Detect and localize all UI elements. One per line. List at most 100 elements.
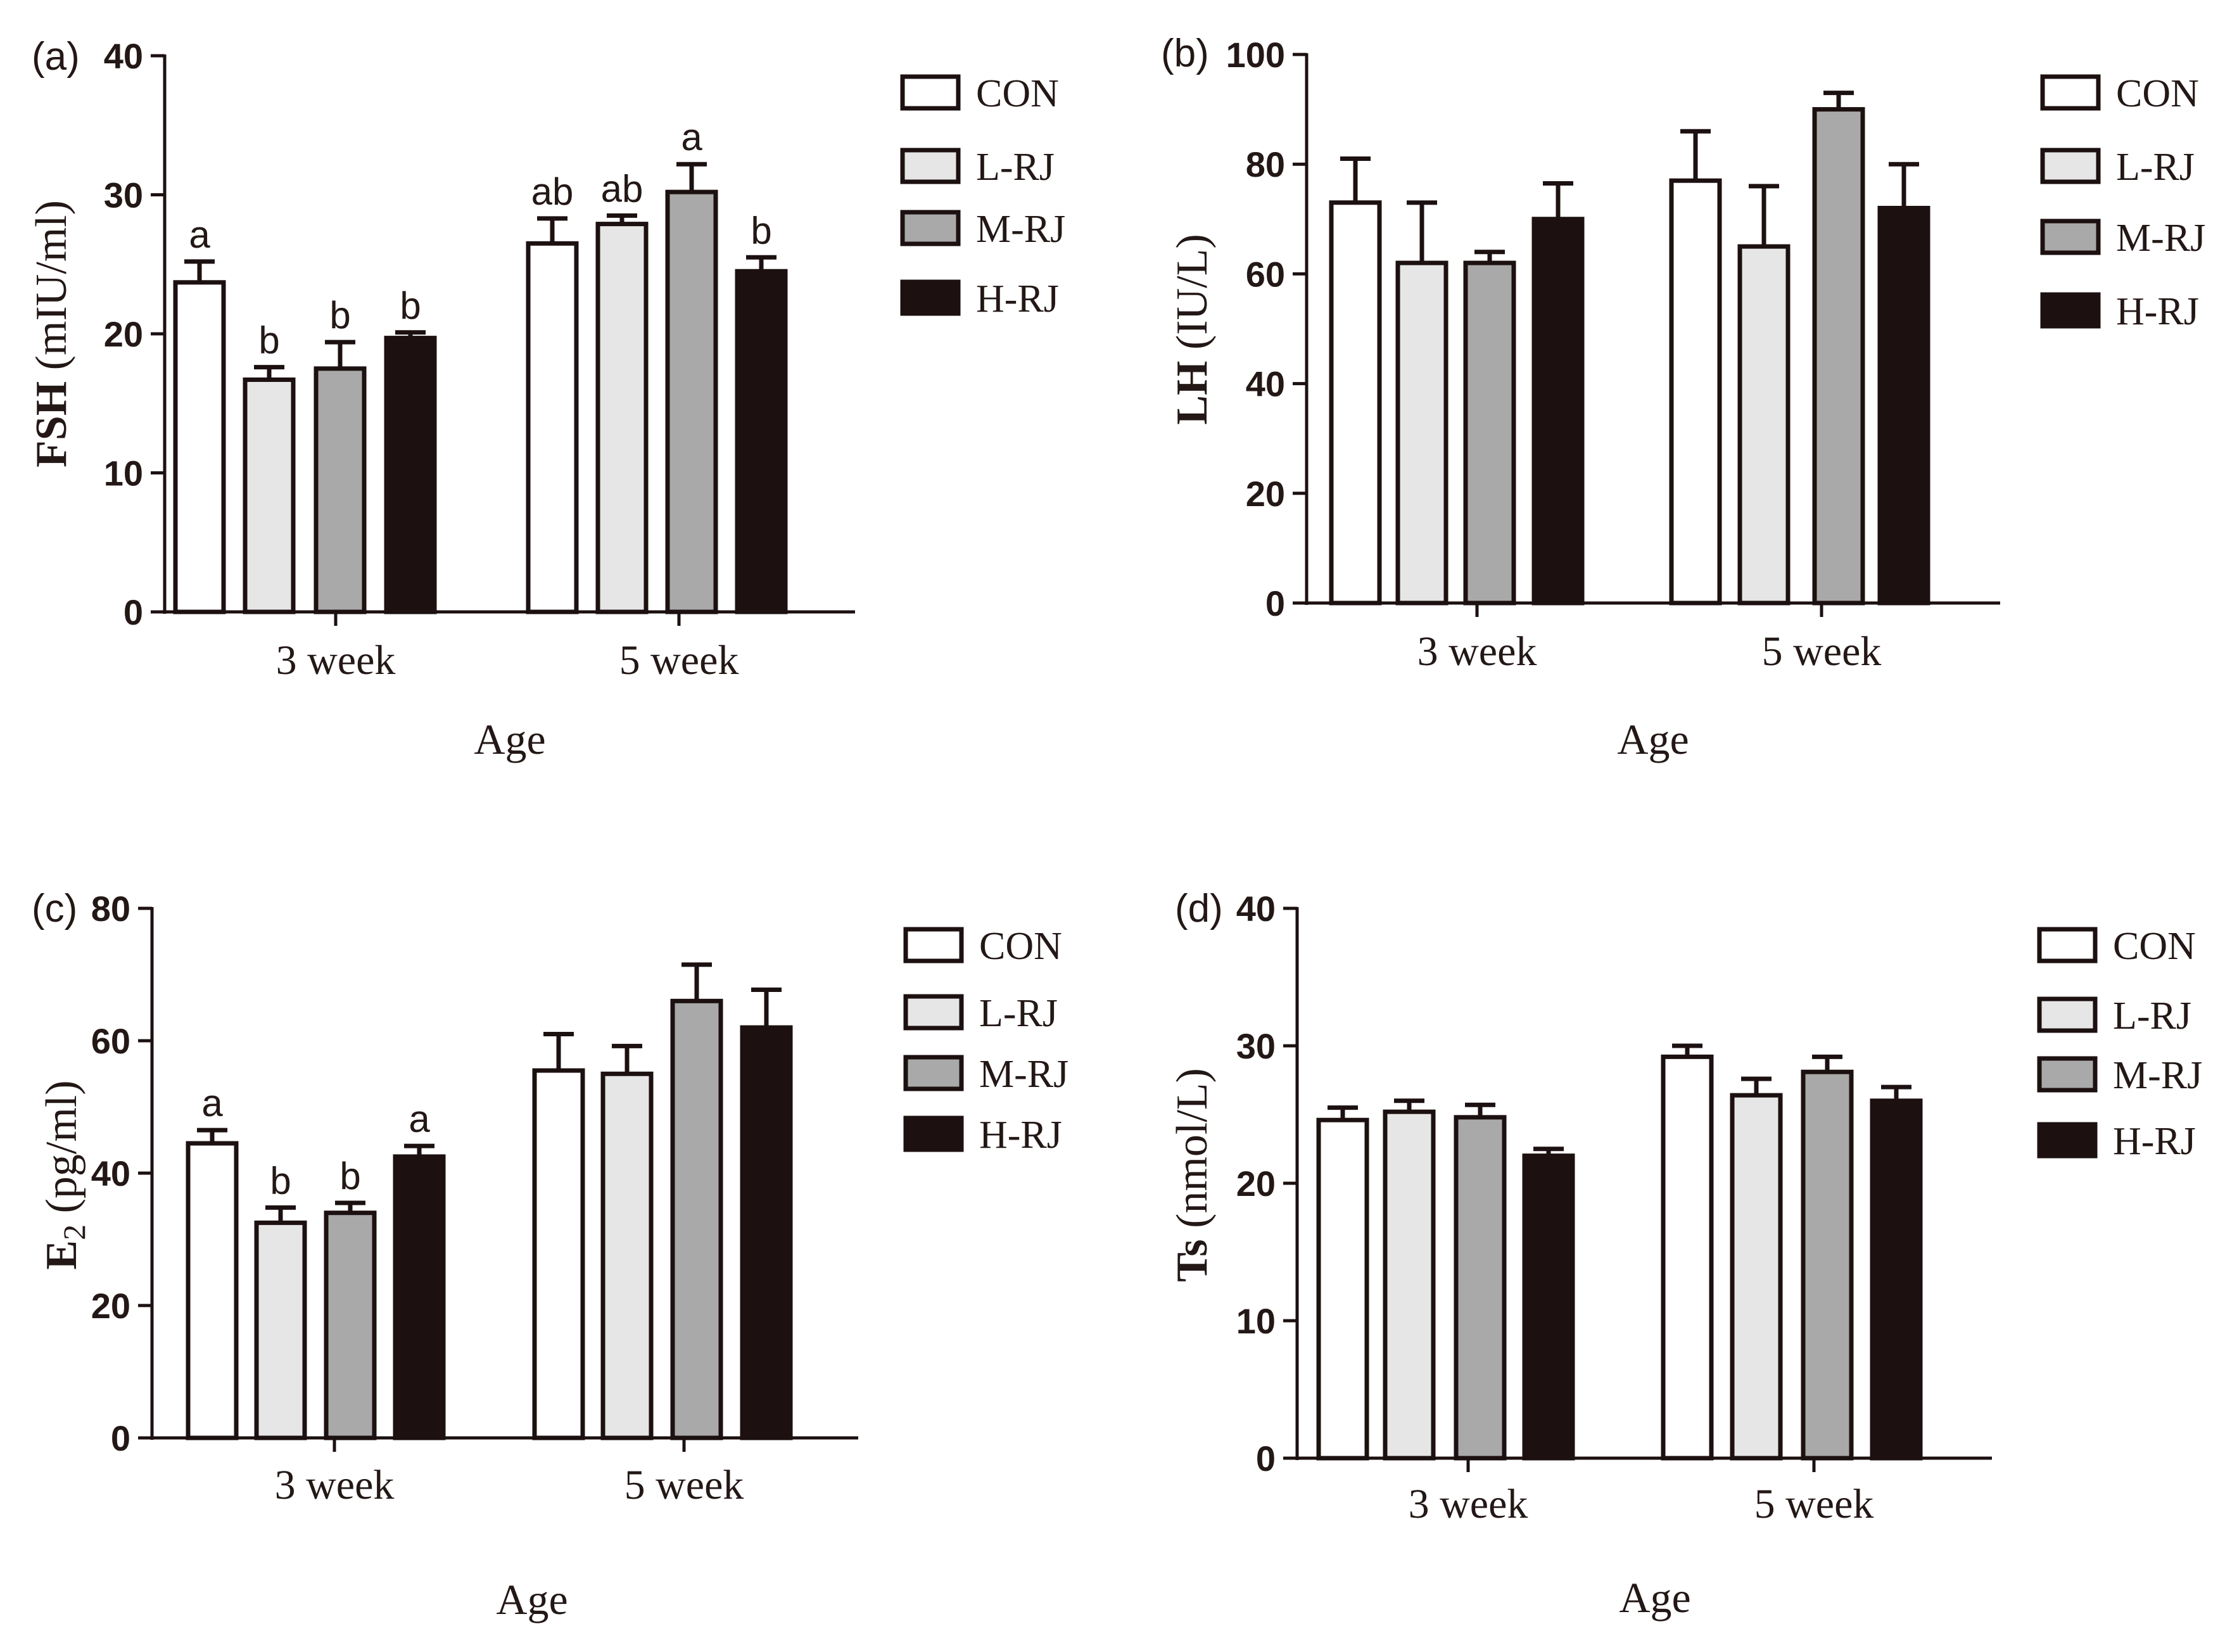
panel-label: (c)	[32, 887, 77, 931]
y-axis-title-unit: (mIU/ml)	[27, 200, 76, 381]
legend-swatch-m-rj	[900, 210, 961, 246]
bar-l-rj-5wk	[1730, 1093, 1783, 1461]
bar-m-rj-3wk	[324, 1210, 377, 1440]
y-axis-title-main: E	[37, 1240, 86, 1270]
x-category-label: 5 week	[1754, 1481, 1874, 1527]
bar-h-rj-3wk	[393, 1154, 446, 1440]
y-tick-label: 20	[104, 314, 143, 354]
legend-label: CON	[979, 925, 1062, 968]
legend-swatch-l-rj	[903, 994, 964, 1031]
legend-swatch-l-rj	[900, 148, 961, 184]
legend-label: L-RJ	[2113, 994, 2191, 1038]
bar-m-rj-5wk	[1812, 107, 1865, 606]
bar-con-3wk	[186, 1141, 239, 1440]
legend-swatch-h-rj	[903, 1115, 964, 1152]
bar-l-rj-3wk	[1395, 260, 1448, 606]
bar-l-rj-3wk	[243, 377, 296, 614]
legend: CON L-RJ M-RJ H-RJ	[2037, 925, 2202, 1163]
legend-label: M-RJ	[2116, 217, 2205, 260]
bar-con-3wk	[1316, 1117, 1369, 1461]
significance-letter: b	[329, 294, 350, 336]
x-category-label: 3 week	[275, 1462, 395, 1508]
bar-m-rj-3wk	[1454, 1115, 1507, 1461]
bar-con-3wk	[173, 280, 226, 614]
legend-swatch-con	[2037, 927, 2098, 963]
bar-h-rj-3wk	[1522, 1153, 1575, 1461]
y-tick-label: 40	[91, 1153, 130, 1193]
bar-h-rj-5wk	[735, 269, 788, 614]
legend-swatch-h-rj	[2040, 292, 2101, 329]
legend-label: H-RJ	[979, 1114, 1062, 1157]
significance-letter: a	[201, 1082, 223, 1124]
legend-label: CON	[976, 72, 1059, 115]
x-category-label: 5 week	[624, 1462, 744, 1508]
x-axis-title: Age	[1619, 1573, 1690, 1622]
legend-swatch-con	[2040, 74, 2101, 111]
legend-label: L-RJ	[2116, 146, 2195, 189]
bar-m-rj-5wk	[665, 189, 718, 614]
legend-label: CON	[2116, 72, 2199, 115]
significance-letter: b	[270, 1159, 291, 1202]
y-axis-title: Ts (nmol/L)	[1168, 1068, 1217, 1282]
significance-letter: b	[339, 1155, 360, 1197]
y-tick-label: 0	[1256, 1439, 1276, 1478]
y-axis-title-unit: (IU/L)	[1168, 234, 1217, 360]
bar-m-rj-3wk	[314, 366, 367, 614]
y-tick-label: 30	[104, 175, 143, 215]
significance-letter: b	[258, 319, 279, 362]
y-axis-title-unit: (pg/ml)	[37, 1080, 86, 1224]
legend: CON L-RJ M-RJ H-RJ	[2040, 72, 2205, 333]
y-axis-title-main: FSH	[27, 381, 76, 467]
bar-m-rj-3wk	[1463, 260, 1516, 606]
y-tick-label: 40	[1246, 364, 1285, 404]
bar-h-rj-5wk	[1870, 1098, 1923, 1461]
significance-letter: ab	[531, 170, 574, 213]
legend-swatch-m-rj	[903, 1055, 964, 1091]
legend-label: L-RJ	[976, 146, 1055, 189]
significance-letter: b	[400, 284, 421, 327]
y-tick-label: 20	[91, 1286, 130, 1326]
significance-letter: a	[409, 1098, 430, 1140]
x-axis-title: Age	[1617, 715, 1689, 763]
bar-m-rj-5wk	[670, 998, 723, 1440]
y-axis-title: LH (IU/L)	[1168, 234, 1217, 424]
legend-swatch-m-rj	[2040, 219, 2101, 255]
y-tick-label: 30	[1236, 1026, 1276, 1066]
legend-label: H-RJ	[976, 277, 1059, 321]
y-tick-label: 20	[1246, 474, 1285, 514]
legend-label: H-RJ	[2116, 290, 2199, 333]
y-tick-label: 60	[1246, 254, 1285, 294]
bar-h-rj-3wk	[384, 336, 437, 614]
legend-swatch-l-rj	[2037, 996, 2098, 1033]
legend: CON L-RJ M-RJ H-RJ	[903, 925, 1068, 1157]
bar-l-rj-5wk	[600, 1071, 654, 1440]
chart-panel-b: (b) 0 20 40 60 80 100 3 week 5 week Age LH (IU/L) C…	[1161, 32, 2205, 763]
y-axis-title: FSH (mIU/ml)	[27, 200, 76, 467]
panel-label: (d)	[1175, 887, 1223, 931]
chart-panel-a: (a) 0 10 20 30 40 3 week 5 week Age FSH (mIU/ml) a…	[27, 35, 1065, 763]
legend-swatch-con	[903, 927, 964, 963]
bar-con-5wk	[532, 1068, 585, 1440]
significance-letter: ab	[601, 167, 643, 210]
y-tick-label: 40	[1236, 889, 1276, 929]
legend-label: CON	[2113, 925, 2196, 968]
chart-panel-c: (c) 0 20 40 60 80 3 week 5 week Age E2 (pg/ml) a b b…	[32, 887, 1068, 1623]
x-axis-title: Age	[496, 1575, 567, 1623]
y-axis-title-subscript: 2	[56, 1224, 92, 1240]
x-category-label: 5 week	[1762, 628, 1882, 675]
y-axis-title-main: Ts	[1168, 1239, 1217, 1282]
panel-label: (a)	[32, 35, 80, 79]
panel-label: (b)	[1161, 32, 1209, 75]
y-tick-label: 100	[1226, 35, 1285, 75]
x-category-label: 3 week	[276, 637, 396, 683]
y-tick-label: 40	[104, 36, 143, 76]
bar-l-rj-3wk	[254, 1220, 307, 1440]
legend-label: L-RJ	[979, 992, 1058, 1035]
x-category-label: 3 week	[1417, 628, 1537, 675]
legend-label: H-RJ	[2113, 1120, 2196, 1163]
significance-letter: b	[751, 209, 771, 251]
y-tick-label: 0	[1265, 583, 1285, 623]
bar-l-rj-3wk	[1383, 1109, 1436, 1461]
legend-swatch-m-rj	[2037, 1056, 2098, 1093]
